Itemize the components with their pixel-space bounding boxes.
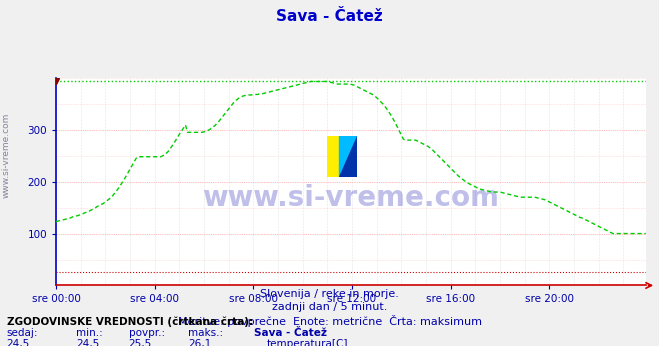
Text: povpr.:: povpr.: bbox=[129, 328, 165, 338]
Text: sedaj:: sedaj: bbox=[7, 328, 38, 338]
Text: Meritve: povprečne  Enote: metrične  Črta: maksimum: Meritve: povprečne Enote: metrične Črta:… bbox=[177, 315, 482, 327]
Bar bbox=[339, 136, 357, 177]
Text: 24,5: 24,5 bbox=[7, 339, 30, 346]
Text: 25,5: 25,5 bbox=[129, 339, 152, 346]
Text: 24,5: 24,5 bbox=[76, 339, 99, 346]
Polygon shape bbox=[339, 136, 357, 177]
Text: www.si-vreme.com: www.si-vreme.com bbox=[2, 113, 11, 198]
Text: zadnji dan / 5 minut.: zadnji dan / 5 minut. bbox=[272, 302, 387, 312]
Text: maks.:: maks.: bbox=[188, 328, 223, 338]
Text: Slovenija / reke in morje.: Slovenija / reke in morje. bbox=[260, 289, 399, 299]
Text: 26,1: 26,1 bbox=[188, 339, 211, 346]
Text: Sava - Čatež: Sava - Čatež bbox=[276, 9, 383, 24]
Text: min.:: min.: bbox=[76, 328, 103, 338]
Text: www.si-vreme.com: www.si-vreme.com bbox=[202, 184, 500, 212]
Text: temperatura[C]: temperatura[C] bbox=[267, 339, 349, 346]
Text: Sava - Čatež: Sava - Čatež bbox=[254, 328, 327, 338]
Text: ZGODOVINSKE VREDNOSTI (črtkana črta):: ZGODOVINSKE VREDNOSTI (črtkana črta): bbox=[7, 317, 252, 327]
